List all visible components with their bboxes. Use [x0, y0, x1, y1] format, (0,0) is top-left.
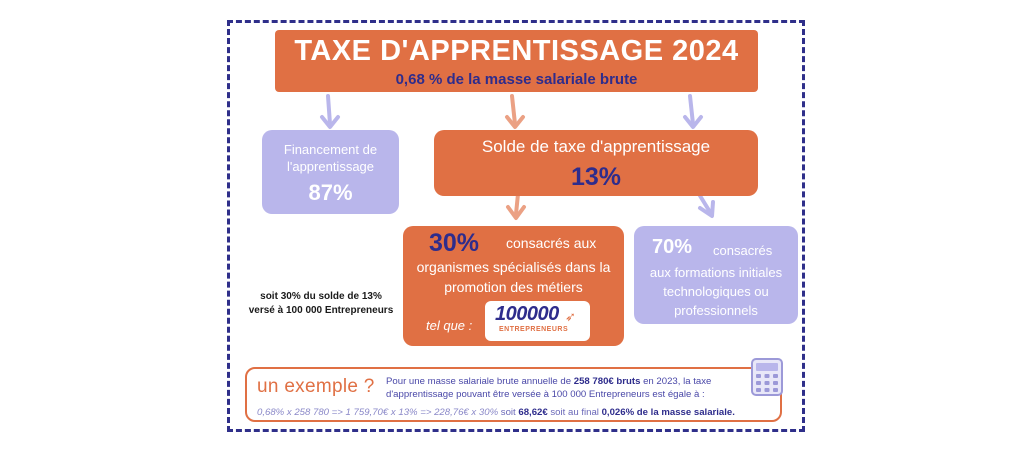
arrow-down-icon — [320, 94, 340, 129]
formations-consacres: consacrés — [713, 243, 773, 258]
example-mid: soit au final — [547, 407, 602, 418]
organismes-text: organismes spécialisés dans la promotion… — [403, 257, 624, 297]
logo-number: 100000 — [495, 303, 559, 325]
organismes-text-line1: consacrés aux — [506, 235, 597, 251]
example-line1-b: en 2023, la taxe — [640, 376, 712, 387]
calculator-icon — [751, 358, 783, 396]
organismes-pct: 30% — [429, 229, 480, 257]
tel-que-label: tel que : — [426, 318, 473, 333]
page-title: TAXE D'APPRENTISSAGE 2024 — [294, 35, 739, 67]
example-line3: 0,68% x 258 780 => 1 759,70€ x 13% => 22… — [257, 407, 735, 418]
formations-pct: 70% — [652, 236, 693, 258]
paper-plane-icon: ➶ — [565, 309, 576, 324]
example-calculation: 0,68% x 258 780 => 1 759,70€ x 13% => 22… — [257, 407, 499, 418]
example-line1-a: Pour une masse salariale brute annuelle … — [386, 376, 574, 387]
solde-box: Solde de taxe d'apprentissage 13% — [434, 130, 758, 196]
financement-label: Financement de l'apprentissage — [262, 141, 399, 175]
organismes-text-line2: organismes spécialisés dans la — [416, 259, 611, 275]
formations-text: aux formations initiales technologiques … — [634, 263, 798, 320]
solde-pct: 13% — [570, 163, 622, 191]
dashed-frame — [227, 20, 805, 432]
example-box: un exemple ? Pour une masse salariale br… — [245, 367, 782, 422]
example-soit: soit — [498, 407, 519, 418]
formations-text-line1: aux formations initiales — [649, 265, 783, 280]
financement-label-line1: Financement de — [283, 142, 378, 157]
financement-label-line2: l'apprentissage — [286, 159, 375, 174]
entrepreneurs-logo[interactable]: 100000 ENTREPRENEURS ➶ — [485, 301, 590, 341]
organismes-text-line3: promotion des métiers — [444, 279, 583, 295]
arrow-down-icon — [505, 94, 525, 129]
financement-pct: 87% — [308, 180, 353, 205]
page-subtitle: 0,68 % de la masse salariale brute — [395, 71, 638, 88]
formations-box: 70% consacrés aux formations initiales t… — [634, 226, 798, 324]
example-line1: Pour une masse salariale brute annuelle … — [386, 376, 711, 387]
solde-label: Solde de taxe d'apprentissage — [481, 137, 711, 156]
financement-box: Financement de l'apprentissage 87% — [262, 130, 399, 214]
logo-text: ENTREPRENEURS — [499, 326, 569, 333]
side-note: soit 30% du solde de 13% versé à 100 000… — [236, 290, 406, 318]
formations-text-line3: professionnels — [674, 303, 758, 318]
example-amount: 258 780€ bruts — [573, 376, 641, 387]
example-final-pct: 0,026% de la masse salariale. — [601, 407, 735, 418]
side-note-line2: versé à 100 000 Entrepreneurs — [248, 305, 394, 316]
example-line2: d'apprentissage pouvant être versée à 10… — [386, 389, 705, 400]
example-result: 68,62€ — [518, 407, 548, 418]
arrow-down-icon — [683, 94, 703, 129]
side-note-line1: soit 30% du solde de 13% — [260, 291, 382, 302]
title-banner: TAXE D'APPRENTISSAGE 2024 0,68 % de la m… — [275, 30, 758, 92]
example-label: un exemple ? — [257, 376, 375, 397]
organismes-box: 30% consacrés aux organismes spécialisés… — [403, 226, 624, 346]
formations-text-line2: technologiques ou — [663, 284, 769, 299]
